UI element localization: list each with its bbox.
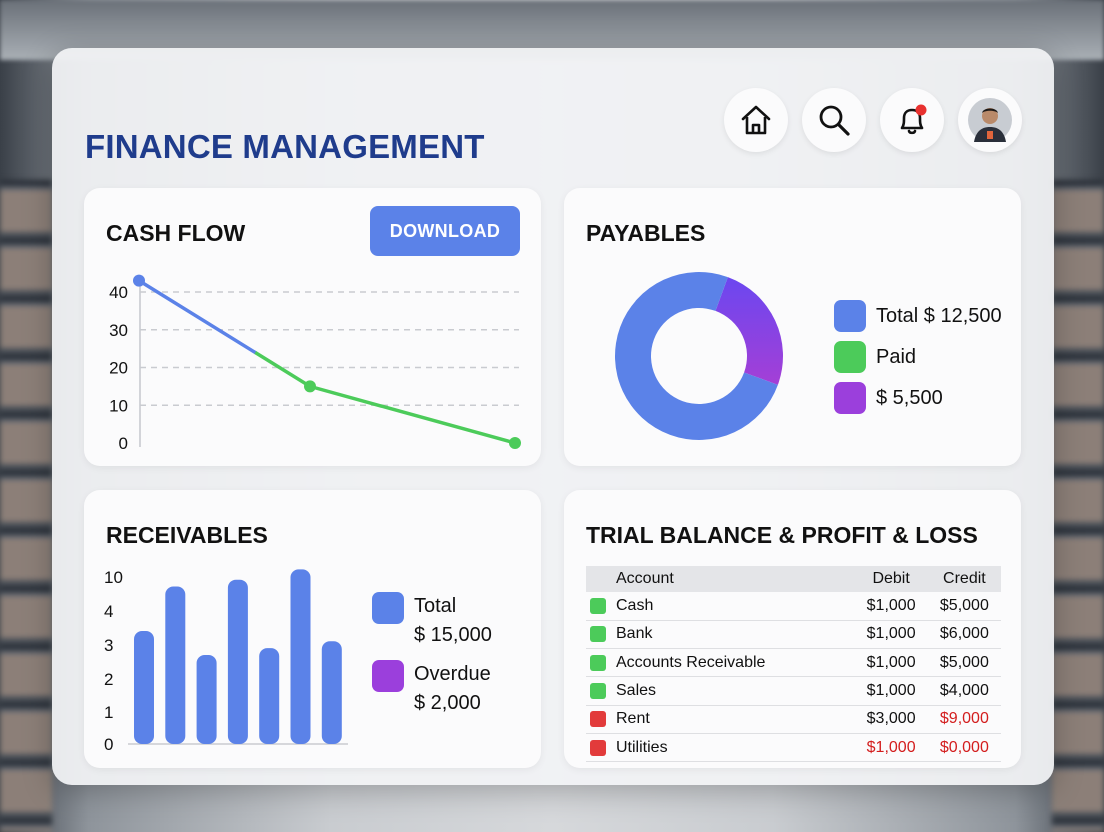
table-header-row: Account Debit Credit — [586, 566, 1001, 592]
data-point — [509, 437, 521, 449]
legend-swatch — [834, 300, 866, 332]
cell-credit: $0,000 — [927, 733, 1001, 763]
legend-swatch — [372, 592, 404, 624]
y-tick-label: 0 — [104, 735, 113, 754]
cell-credit: $6,000 — [927, 620, 1001, 650]
background-shelf-right — [1052, 180, 1104, 832]
y-tick-label: 40 — [109, 283, 128, 302]
cell-account: Sales — [586, 676, 855, 706]
y-tick-label: 0 — [119, 434, 128, 453]
cash-flow-card: CASH FLOW DOWNLOAD 40 30 20 10 0 — [84, 188, 541, 466]
data-point — [133, 274, 145, 287]
payables-legend-remaining: $ 5,500 — [834, 382, 943, 414]
cell-account: Cash — [586, 592, 855, 621]
table-row: Accounts Receivable $1,000 $5,000 — [586, 648, 1001, 678]
cell-credit: $4,000 — [927, 676, 1001, 706]
series-line-segment — [254, 351, 516, 445]
y-tick-label: 1 — [104, 703, 113, 722]
cell-debit: $1,000 — [854, 592, 928, 621]
receivables-legend-overdue: Overdue $ 2,000 — [372, 660, 491, 718]
legend-swatch — [834, 382, 866, 414]
column-header-debit: Debit — [854, 566, 928, 592]
cell-account: Accounts Receivable — [586, 648, 855, 678]
payables-legend-total: Total $ 12,500 — [834, 300, 1002, 332]
search-icon — [819, 105, 850, 136]
y-tick-label: 2 — [104, 670, 113, 689]
y-tick-label: 20 — [109, 359, 128, 378]
table-row: Cash $1,000 $5,000 — [586, 592, 1001, 621]
status-indicator — [590, 597, 606, 614]
notifications-button[interactable] — [880, 88, 944, 152]
y-tick-label: 3 — [104, 636, 113, 655]
trial-balance-card: TRIAL BALANCE & PROFIT & LOSS Account De… — [564, 490, 1021, 768]
bar — [134, 631, 154, 744]
home-icon — [741, 105, 771, 135]
bar — [227, 579, 248, 744]
payables-donut-chart — [615, 272, 783, 440]
status-indicator — [590, 711, 606, 728]
series-line-segment — [137, 278, 258, 355]
home-button[interactable] — [724, 88, 788, 152]
bar — [196, 655, 217, 744]
cell-debit: $3,000 — [854, 705, 928, 734]
receivables-title: RECEIVABLES — [106, 522, 268, 548]
bell-icon — [900, 104, 927, 135]
y-tick-label: 10 — [104, 568, 123, 587]
page-title: FINANCE MANAGEMENT — [85, 128, 485, 165]
status-indicator — [590, 654, 606, 671]
cell-debit: $1,000 — [854, 620, 928, 650]
cell-account: Utilities — [586, 733, 855, 763]
column-header-credit: Credit — [927, 566, 1001, 592]
cash-flow-title: CASH FLOW — [106, 220, 246, 246]
payables-card: PAYABLES Total $ 12,500 Paid $ 5,500 — [564, 188, 1021, 466]
table-row: Sales $1,000 $4,000 — [586, 676, 1001, 706]
column-header-account: Account — [586, 566, 855, 592]
status-indicator — [590, 683, 606, 700]
cell-credit: $5,000 — [927, 592, 1001, 621]
cell-debit: $1,000 — [854, 733, 928, 763]
user-avatar-icon — [968, 98, 1012, 142]
status-indicator — [590, 626, 606, 643]
bar — [165, 586, 186, 744]
cell-credit: $9,000 — [927, 705, 1001, 734]
cell-debit: $1,000 — [854, 648, 928, 678]
table-row: Utilities $1,000 $0,000 — [586, 733, 1001, 763]
y-tick-label: 30 — [109, 321, 128, 340]
cell-debit: $1,000 — [854, 676, 928, 706]
bar — [321, 641, 342, 744]
donut-slice — [715, 277, 783, 385]
notification-dot — [915, 104, 927, 116]
donut-slice — [615, 272, 778, 440]
table-row: Bank $1,000 $6,000 — [586, 620, 1001, 650]
dashboard-panel: FINANCE MANAGEMENT CASH FLOW — [52, 48, 1054, 785]
bar — [259, 648, 280, 744]
data-point — [304, 380, 316, 393]
cell-account: Rent — [586, 705, 855, 734]
receivables-card: RECEIVABLES 10 4 3 2 1 0 Total $ 15,000 Overd… — [84, 490, 541, 768]
cell-account: Bank — [586, 620, 855, 650]
trial-balance-title: TRIAL BALANCE & PROFIT & LOSS — [586, 522, 978, 548]
receivables-legend-total: Total $ 15,000 — [372, 592, 492, 650]
payables-legend-paid: Paid — [834, 341, 916, 373]
avatar[interactable] — [958, 88, 1022, 152]
download-button[interactable]: DOWNLOAD — [370, 206, 520, 256]
y-tick-label: 10 — [109, 396, 128, 415]
cell-credit: $5,000 — [927, 648, 1001, 678]
payables-title: PAYABLES — [586, 220, 706, 246]
search-button[interactable] — [802, 88, 866, 152]
cash-flow-chart: 40 30 20 10 0 — [109, 274, 521, 453]
trial-balance-table: Account Debit Credit Cash $1,000 $5,000 Ban… — [586, 566, 1001, 763]
legend-swatch — [372, 660, 404, 692]
status-indicator — [590, 739, 606, 756]
bar — [290, 569, 311, 744]
background-shelf-left — [0, 180, 52, 832]
y-tick-label: 4 — [104, 602, 113, 621]
table-row: Rent $3,000 $9,000 — [586, 705, 1001, 734]
legend-swatch — [834, 341, 866, 373]
